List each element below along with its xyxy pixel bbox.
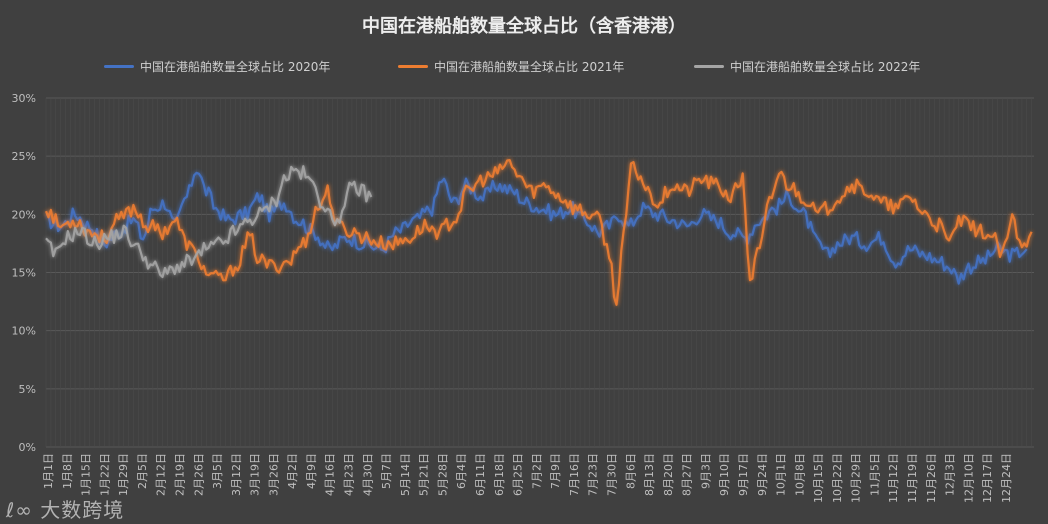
x-tick-label: 6月4日 xyxy=(455,453,468,489)
x-tick-label: 8月20日 xyxy=(662,453,675,496)
y-tick-label: 10% xyxy=(12,325,36,338)
x-tick-label: 2月5日 xyxy=(136,453,149,489)
x-tick-label: 4月9日 xyxy=(305,453,318,489)
legend-swatch-2020 xyxy=(104,65,134,68)
x-tick-label: 7月2日 xyxy=(530,453,543,489)
x-tick-label: 11月12日 xyxy=(887,453,900,503)
x-tick-label: 4月2日 xyxy=(286,453,299,489)
gridlines xyxy=(45,97,1034,448)
y-tick-label: 5% xyxy=(19,383,36,396)
x-tick-label: 1月15日 xyxy=(80,453,93,496)
x-tick-label: 11月26日 xyxy=(925,453,938,503)
x-tick-label: 12月3日 xyxy=(944,453,957,496)
x-tick-label: 8月27日 xyxy=(681,453,694,496)
x-tick-label: 11月19日 xyxy=(906,453,919,503)
x-tick-label: 6月11日 xyxy=(474,453,487,496)
x-tick-label: 8月13日 xyxy=(643,453,656,496)
x-tick-label: 10月8日 xyxy=(793,453,806,496)
x-tick-label: 1月8日 xyxy=(61,453,74,489)
x-tick-label: 3月5日 xyxy=(211,453,224,489)
legend-label-2022: 中国在港船舶数量全球占比 2022年 xyxy=(730,60,921,74)
watermark-icon: ℓ∞ xyxy=(6,498,33,522)
y-tick-label: 0% xyxy=(19,441,36,454)
x-tick-label: 2月19日 xyxy=(173,453,186,496)
series-lines xyxy=(44,159,1033,306)
x-tick-label: 5月7日 xyxy=(380,453,393,489)
x-tick-label: 4月30日 xyxy=(361,453,374,496)
x-tick-label: 2月26日 xyxy=(192,453,205,496)
y-tick-label: 20% xyxy=(12,208,36,221)
x-tick-label: 7月23日 xyxy=(587,453,600,496)
x-tick-label: 7月16日 xyxy=(568,453,581,496)
x-tick-label: 9月24日 xyxy=(756,453,769,496)
watermark-logo: ℓ∞ 大数跨境 xyxy=(6,494,124,523)
series-line-1 xyxy=(44,159,1033,306)
x-tick-label: 10月1日 xyxy=(775,453,788,496)
x-tick-label: 6月25日 xyxy=(512,453,525,496)
x-tick-label: 12月24日 xyxy=(1000,453,1013,503)
series-line-2 xyxy=(45,165,373,279)
y-tick-label: 15% xyxy=(12,267,36,280)
legend-item-2020: 中国在港船舶数量全球占比 2020年 xyxy=(104,58,330,75)
x-tick-label: 12月10日 xyxy=(962,453,975,503)
x-tick-label: 1月29日 xyxy=(117,453,130,496)
x-tick-label: 10月29日 xyxy=(850,453,863,503)
x-tick-label: 3月26日 xyxy=(267,453,280,496)
legend: 中国在港船舶数量全球占比 2020年 中国在港船舶数量全球占比 2021年 中国… xyxy=(0,58,1048,78)
legend-swatch-2022 xyxy=(694,65,724,68)
x-tick-label: 1月1日 xyxy=(42,453,55,489)
x-tick-label: 5月28日 xyxy=(436,453,449,496)
x-tick-label: 5月14日 xyxy=(399,453,412,496)
x-tick-label: 12月17日 xyxy=(981,453,994,503)
legend-label-2020: 中国在港船舶数量全球占比 2020年 xyxy=(140,60,331,74)
x-tick-label: 9月10日 xyxy=(718,453,731,496)
watermark-text: 大数跨境 xyxy=(40,498,125,522)
series-line-0 xyxy=(45,171,1028,285)
x-tick-label: 1月22日 xyxy=(98,453,111,496)
y-axis: 0% 5% 10% 15% 20% 25% 30% xyxy=(12,92,36,454)
x-tick-label: 2月12日 xyxy=(155,453,168,496)
y-tick-label: 30% xyxy=(12,92,36,105)
x-tick-label: 5月21日 xyxy=(418,453,431,496)
x-tick-label: 8月6日 xyxy=(624,453,637,489)
legend-label-2021: 中国在港船舶数量全球占比 2021年 xyxy=(434,60,625,74)
legend-item-2022: 中国在港船舶数量全球占比 2022年 xyxy=(694,58,920,75)
y-tick-label: 25% xyxy=(12,150,36,163)
x-tick-label: 7月30日 xyxy=(605,453,618,496)
legend-item-2021: 中国在港船舶数量全球占比 2021年 xyxy=(398,58,624,75)
x-tick-label: 3月12日 xyxy=(230,453,243,496)
x-tick-label: 7月9日 xyxy=(549,453,562,489)
x-tick-label: 4月23日 xyxy=(343,453,356,496)
x-tick-label: 4月16日 xyxy=(324,453,337,496)
chart-title: 中国在港船舶数量全球占比（含香港港） xyxy=(362,16,686,37)
x-axis: 1月1日 1月8日 1月15日 1月22日 1月29日 2月5日 2月12日 2月19日 2月2… xyxy=(42,453,1013,503)
x-tick-label: 9月17日 xyxy=(737,453,750,496)
x-tick-label: 3月19日 xyxy=(249,453,262,496)
legend-swatch-2021 xyxy=(398,65,428,68)
x-tick-label: 6月18日 xyxy=(493,453,506,496)
x-tick-label: 11月5日 xyxy=(868,453,881,496)
x-tick-label: 9月3日 xyxy=(699,453,712,489)
x-tick-label: 10月15日 xyxy=(812,453,825,503)
x-tick-label: 10月22日 xyxy=(831,453,844,503)
